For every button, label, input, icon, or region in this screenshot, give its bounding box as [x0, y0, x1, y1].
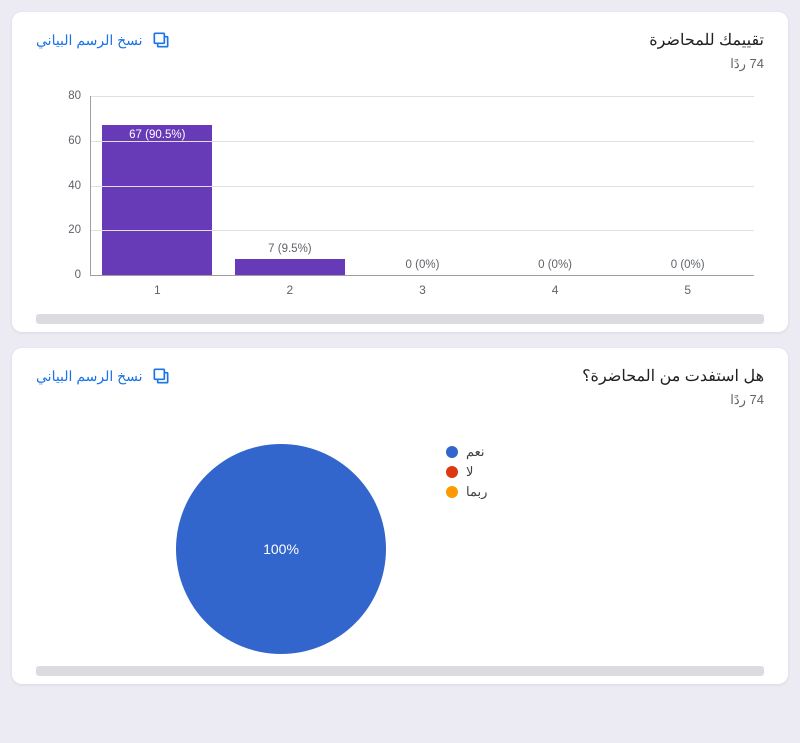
title-block: هل استفدت من المحاضرة؟ 74 ردًا — [582, 366, 764, 408]
legend-label: لا — [466, 464, 473, 480]
bar: 7 (9.5%) — [235, 259, 345, 275]
copy-chart-label: نسخ الرسم البياني — [36, 368, 143, 385]
title-block: تقييمك للمحاضرة 74 ردًا — [649, 30, 764, 72]
pie-chart: 100% نعم لا ربما — [36, 444, 764, 654]
legend-swatch — [446, 486, 458, 498]
x-tick-label: 2 — [287, 283, 294, 297]
bar-chart: 67 (90.5%) 1 7 (9.5%) 2 0 (0%) 3 0 (0%) 4 0 (0%)… — [46, 96, 754, 302]
y-tick-label: 80 — [68, 90, 81, 102]
card-rating: نسخ الرسم البياني تقييمك للمحاضرة 74 ردً… — [12, 12, 788, 332]
bar: 67 (90.5%) — [102, 125, 212, 275]
card-benefit: نسخ الرسم البياني هل استفدت من المحاضرة؟… — [12, 348, 788, 684]
bar-value-label: 7 (9.5%) — [268, 243, 311, 255]
bottom-scroll-indicator — [36, 314, 764, 324]
x-tick-label: 5 — [684, 283, 691, 297]
bar-value-label: 0 (0%) — [538, 259, 572, 271]
bar-value-label: 0 (0%) — [671, 259, 705, 271]
responses-count: 74 ردًا — [649, 56, 764, 72]
card-header: نسخ الرسم البياني هل استفدت من المحاضرة؟… — [36, 366, 764, 408]
y-gridline — [91, 141, 754, 142]
y-gridline — [91, 96, 754, 97]
pie: 100% — [176, 444, 386, 654]
x-tick-label: 4 — [552, 283, 559, 297]
copy-chart-button[interactable]: نسخ الرسم البياني — [36, 30, 171, 50]
copy-icon — [151, 30, 171, 50]
bar-value-label: 0 (0%) — [406, 259, 440, 271]
legend-swatch — [446, 466, 458, 478]
question-title: تقييمك للمحاضرة — [649, 30, 764, 50]
bar-plot: 67 (90.5%)17 (9.5%)20 (0%)30 (0%)40 (0%)… — [90, 96, 754, 276]
y-tick-label: 20 — [68, 224, 81, 236]
y-tick-label: 60 — [68, 135, 81, 147]
y-tick-label: 40 — [68, 180, 81, 192]
copy-chart-button[interactable]: نسخ الرسم البياني — [36, 366, 171, 386]
copy-icon — [151, 366, 171, 386]
legend-item: نعم — [446, 444, 487, 460]
legend: نعم لا ربما — [446, 444, 487, 504]
y-tick-label: 0 — [75, 269, 81, 281]
bar-value-label: 67 (90.5%) — [102, 129, 212, 141]
legend-item: لا — [446, 464, 487, 480]
bottom-scroll-indicator — [36, 666, 764, 676]
card-header: نسخ الرسم البياني تقييمك للمحاضرة 74 ردً… — [36, 30, 764, 72]
question-title: هل استفدت من المحاضرة؟ — [582, 366, 764, 386]
x-tick-label: 3 — [419, 283, 426, 297]
y-gridline — [91, 186, 754, 187]
y-gridline — [91, 230, 754, 231]
legend-label: ربما — [466, 484, 487, 500]
legend-label: نعم — [466, 444, 485, 460]
responses-count: 74 ردًا — [582, 392, 764, 408]
legend-item: ربما — [446, 484, 487, 500]
x-tick-label: 1 — [154, 283, 161, 297]
copy-chart-label: نسخ الرسم البياني — [36, 32, 143, 49]
legend-swatch — [446, 446, 458, 458]
pie-center-label: 100% — [263, 541, 299, 557]
